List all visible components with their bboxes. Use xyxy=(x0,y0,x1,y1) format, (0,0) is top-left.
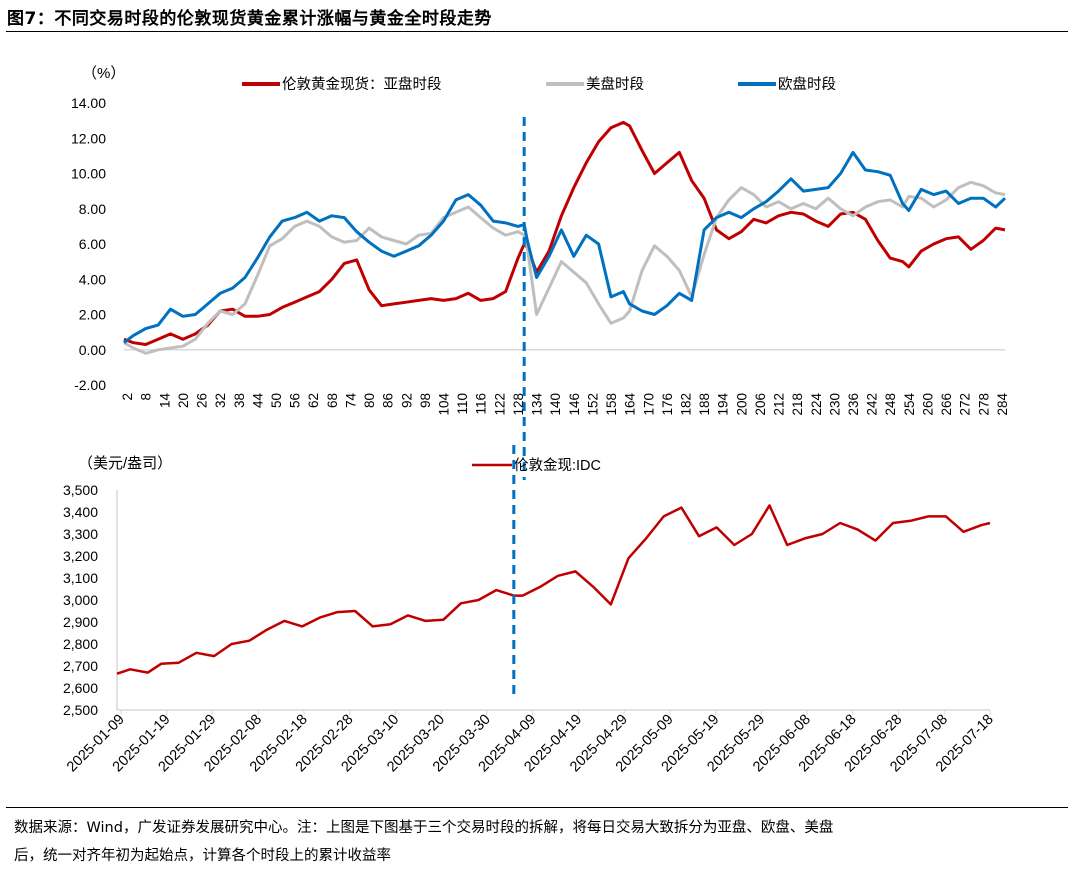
top-y-tick-label: 12.00 xyxy=(71,130,106,146)
top-x-tick-label: 206 xyxy=(753,393,768,416)
top-x-tick-label: 50 xyxy=(269,393,284,408)
top-y-tick-label: 8.00 xyxy=(79,201,106,217)
top-x-tick-label: 170 xyxy=(641,393,656,416)
figure-title: 图7：不同交易时段的伦敦现货黄金累计涨幅与黄金全时段走势 xyxy=(7,9,492,29)
bottom-chart: （美元/盎司） 伦敦金现:IDC 3,500 3,400 3,300 3,200 3,1… xyxy=(63,445,997,775)
top-x-tick-label: 242 xyxy=(865,393,880,416)
top-x-tick-label: 38 xyxy=(232,393,247,408)
top-x-tick-label: 104 xyxy=(437,393,452,416)
title-rule xyxy=(6,31,1068,32)
bottom-y-tick-label: 2,600 xyxy=(63,680,98,696)
top-series-line-1 xyxy=(123,180,1006,355)
top-x-tick-label: 92 xyxy=(399,393,414,408)
top-y-tick-label: 2.00 xyxy=(79,307,106,323)
top-x-tick-label: 8 xyxy=(139,393,154,401)
top-y-tick-label: 4.00 xyxy=(79,271,106,287)
bottom-legend-label: 伦敦金现:IDC xyxy=(514,457,601,474)
bottom-y-axis: 3,500 3,400 3,300 3,200 3,100 3,000 2,900 2,800… xyxy=(63,482,990,718)
top-x-tick-label: 230 xyxy=(827,393,842,416)
top-x-tick-label: 200 xyxy=(734,393,749,416)
top-x-tick-label: 68 xyxy=(325,393,340,408)
footer-note: 数据来源：Wind，广发证券发展研究中心。注：上图是下图基于三个交易时段的拆解，… xyxy=(14,814,1064,870)
top-legend-label-0: 伦敦黄金现货：亚盘时段 xyxy=(282,75,442,93)
bottom-y-tick-label: 2,900 xyxy=(63,614,98,630)
top-x-tick-label: 218 xyxy=(790,393,805,416)
top-x-tick-label: 260 xyxy=(920,393,935,416)
bottom-y-unit: （美元/盎司） xyxy=(78,455,172,472)
top-x-tick-label: 80 xyxy=(362,393,377,408)
bottom-x-axis: 2025-01-092025-01-192025-01-292025-02-08… xyxy=(64,710,997,775)
top-series xyxy=(123,120,1007,355)
top-x-tick-label: 98 xyxy=(418,393,433,408)
top-y-axis: 14.00 12.00 10.00 8.00 6.00 4.00 2.00 0.00 -2.00 xyxy=(71,95,1005,393)
top-x-tick-label: 14 xyxy=(157,393,172,409)
top-x-tick-label: 188 xyxy=(697,393,712,416)
top-x-tick-label: 176 xyxy=(660,393,675,416)
top-x-tick-label: 146 xyxy=(567,393,582,416)
top-x-tick-label: 212 xyxy=(772,393,787,416)
bottom-y-tick-label: 3,300 xyxy=(63,526,98,542)
footer-rule xyxy=(6,807,1068,808)
top-y-tick-label: -2.00 xyxy=(74,377,106,393)
footer-line-2: 后，统一对齐年初为起始点，计算各个时段上的累计收益率 xyxy=(14,848,391,864)
top-y-tick-label: 10.00 xyxy=(71,166,106,182)
top-y-tick-label: 6.00 xyxy=(79,236,106,252)
top-x-tick-label: 116 xyxy=(474,393,489,415)
top-x-tick-label: 128 xyxy=(511,393,526,416)
bottom-y-tick-label: 2,500 xyxy=(63,702,98,718)
top-x-tick-label: 254 xyxy=(902,393,917,416)
bottom-series xyxy=(116,504,991,675)
top-x-tick-label: 44 xyxy=(250,393,265,409)
top-series-line-2 xyxy=(123,150,1007,344)
top-legend-label-2: 欧盘时段 xyxy=(778,75,836,93)
top-x-tick-label: 2 xyxy=(120,393,135,401)
top-x-tick-label: 278 xyxy=(976,393,991,416)
top-x-tick-label: 110 xyxy=(455,393,470,415)
top-x-tick-label: 86 xyxy=(381,393,396,408)
top-x-tick-label: 272 xyxy=(958,393,973,416)
top-x-tick-label: 158 xyxy=(604,393,619,416)
top-x-axis: 2 8 14 20 26 32 38 44 50 56 62 68 74 80 86 92 98 104 110 11… xyxy=(120,393,1010,416)
top-x-tick-label: 152 xyxy=(585,393,600,416)
bottom-y-tick-label: 3,000 xyxy=(63,592,98,608)
top-legend-label-1: 美盘时段 xyxy=(586,75,644,93)
bottom-y-tick-label: 3,200 xyxy=(63,548,98,564)
bottom-y-tick-label: 2,800 xyxy=(63,636,98,652)
bottom-legend: 伦敦金现:IDC xyxy=(472,457,601,474)
top-x-tick-label: 194 xyxy=(716,393,731,416)
top-x-tick-label: 224 xyxy=(809,393,824,416)
top-legend: 伦敦黄金现货：亚盘时段 美盘时段 欧盘时段 xyxy=(242,75,836,93)
top-x-tick-label: 266 xyxy=(939,393,954,416)
top-x-tick-label: 248 xyxy=(883,393,898,416)
top-x-tick-label: 74 xyxy=(343,393,358,409)
top-y-tick-label: 14.00 xyxy=(71,95,106,111)
top-chart: （%） 伦敦黄金现货：亚盘时段 美盘时段 欧盘时段 14.00 12.00 10.00 8… xyxy=(71,65,1010,480)
top-x-tick-label: 32 xyxy=(213,393,228,408)
bottom-y-tick-label: 3,400 xyxy=(63,504,98,520)
bottom-series-line-0 xyxy=(116,504,991,675)
top-x-tick-label: 164 xyxy=(623,393,638,416)
top-series-line-0 xyxy=(123,120,1006,346)
top-x-tick-label: 56 xyxy=(288,393,303,408)
footer-line-1: 数据来源：Wind，广发证券发展研究中心。注：上图是下图基于三个交易时段的拆解，… xyxy=(14,820,834,836)
top-x-tick-label: 122 xyxy=(492,393,507,416)
top-x-tick-label: 20 xyxy=(176,393,191,408)
top-x-tick-label: 284 xyxy=(995,393,1010,416)
top-y-tick-label: 0.00 xyxy=(79,342,106,358)
top-x-tick-label: 236 xyxy=(846,393,861,416)
bottom-y-tick-label: 3,500 xyxy=(63,482,98,498)
top-x-tick-label: 182 xyxy=(678,393,693,416)
top-x-tick-label: 140 xyxy=(548,393,563,416)
top-y-unit: （%） xyxy=(82,65,125,82)
top-x-tick-label: 26 xyxy=(195,393,210,408)
top-x-tick-label: 62 xyxy=(306,393,321,408)
bottom-y-tick-label: 3,100 xyxy=(63,570,98,586)
top-x-tick-label: 134 xyxy=(530,393,545,416)
bottom-y-tick-label: 2,700 xyxy=(63,658,98,674)
